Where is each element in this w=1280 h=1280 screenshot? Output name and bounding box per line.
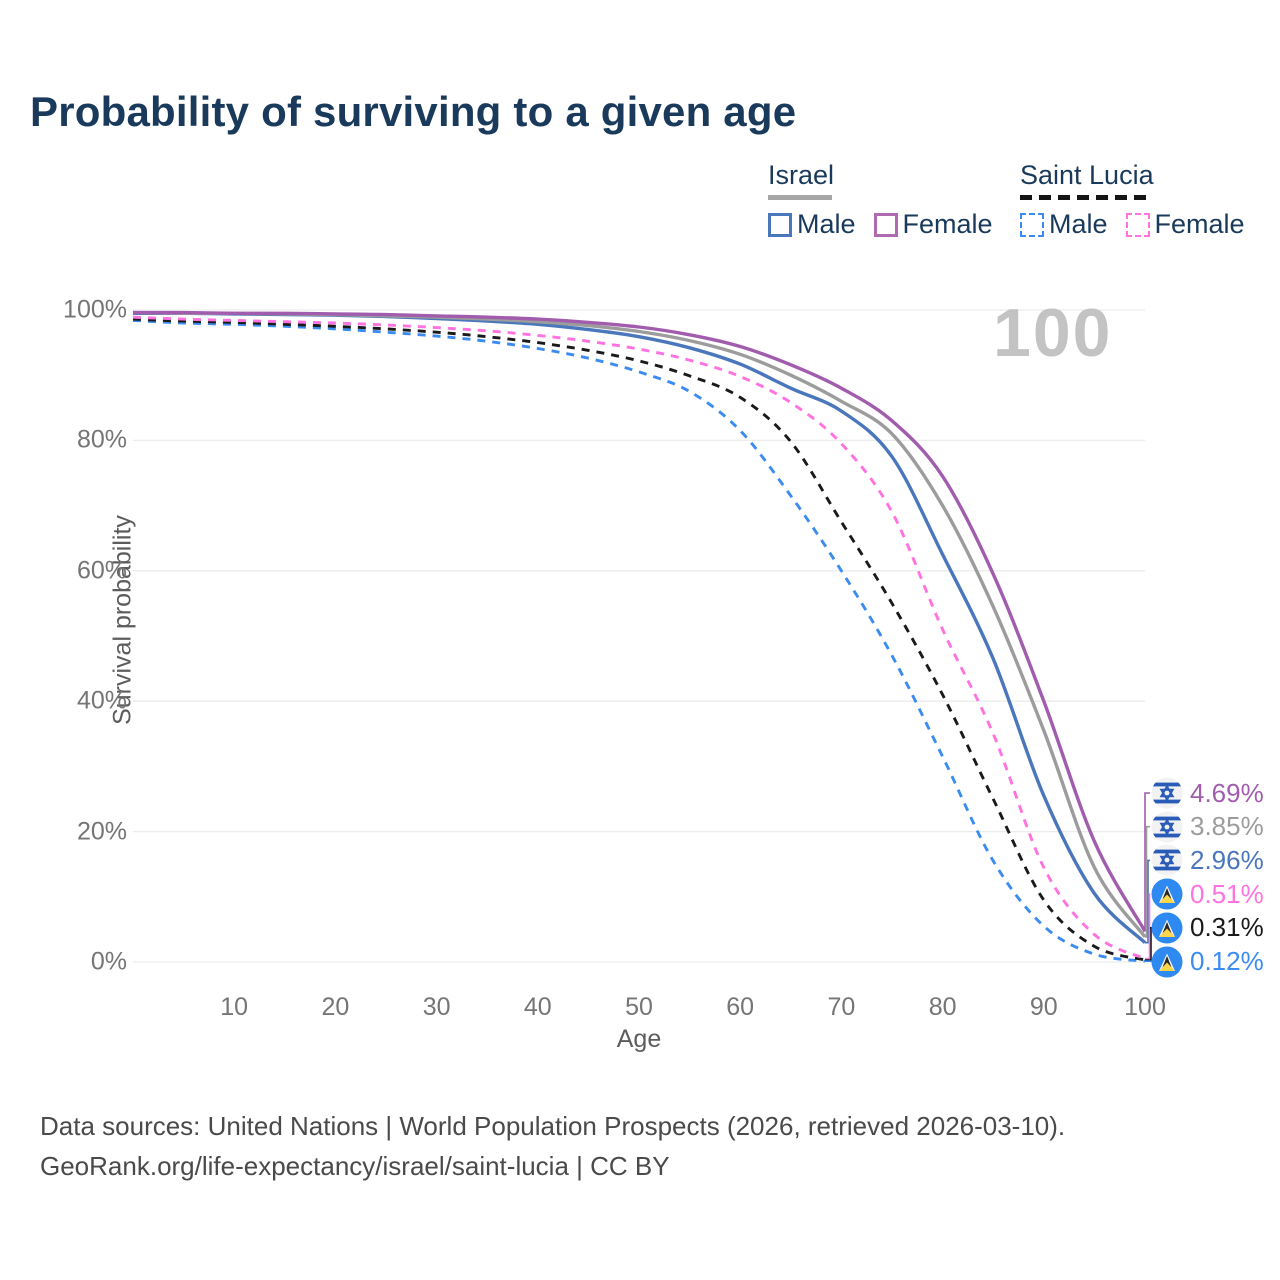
- end-label-row-saint-lucia-male: 0.12%: [1151, 946, 1264, 978]
- x-tick-label-30: 30: [422, 993, 451, 1021]
- israel-flag-icon: [1151, 811, 1183, 843]
- x-tick-label-80: 80: [928, 993, 957, 1021]
- saint-lucia-flag-icon: [1151, 878, 1183, 910]
- end-label-row-israel-male: 2.96%: [1151, 844, 1264, 876]
- end-value-israel-female: 4.69%: [1190, 777, 1264, 808]
- end-value-israel-male: 2.96%: [1190, 844, 1264, 875]
- age-100-watermark: 100: [993, 295, 1113, 371]
- connector-saint-lucia-both-sexes: [1145, 927, 1152, 961]
- end-label-row-saint-lucia-both-sexes: 0.31%: [1151, 912, 1264, 944]
- end-label-row-israel-female: 4.69%: [1151, 777, 1264, 809]
- y-tick-label-60: 60%: [76, 556, 127, 585]
- x-tick-label-10: 10: [220, 993, 249, 1021]
- end-label-row-israel-both-sexes: 3.85%: [1151, 811, 1264, 843]
- y-tick-label-0: 0%: [90, 947, 127, 976]
- y-tick-label-40: 40%: [76, 686, 127, 715]
- x-tick-label-90: 90: [1029, 993, 1058, 1021]
- checkbox-israel-female[interactable]: [873, 212, 898, 237]
- israel-solid-line-swatch: [768, 195, 832, 200]
- legend-toggle-israel-female[interactable]: Female: [873, 209, 993, 240]
- connector-israel-female: [1144, 792, 1150, 932]
- x-tick-label-50: 50: [625, 993, 653, 1021]
- x-tick-label-40: 40: [523, 993, 552, 1021]
- y-tick-label-80: 80%: [76, 425, 127, 454]
- connector-israel-both-sexes: [1145, 825, 1150, 938]
- legend-toggle-israel-male[interactable]: Male: [768, 209, 856, 240]
- end-value-saint-lucia-female: 0.51%: [1190, 878, 1264, 909]
- checkbox-saint-lucia-male[interactable]: [1020, 212, 1044, 237]
- curve-saint-lucia-female: [132, 315, 1146, 961]
- curve-israel-female: [132, 310, 1147, 933]
- end-value-saint-lucia-both-sexes: 0.31%: [1190, 912, 1264, 943]
- x-tick-label-70: 70: [827, 993, 856, 1021]
- legend-group-saint-lucia: Saint Lucia Male Female: [1020, 160, 1245, 240]
- saint-lucia-dashed-line-swatch: [1020, 195, 1147, 200]
- legend-country-saint-lucia: Saint Lucia: [1020, 160, 1154, 190]
- saint-lucia-flag-icon: [1151, 912, 1183, 944]
- checkbox-saint-lucia-female[interactable]: [1125, 212, 1150, 237]
- legend-label-israel-female: Female: [902, 209, 993, 239]
- end-value-saint-lucia-male: 0.12%: [1190, 946, 1264, 976]
- legend-label-israel-male: Male: [797, 209, 856, 239]
- x-tick-label-20: 20: [321, 993, 350, 1021]
- x-axis-title: Age: [616, 1025, 662, 1053]
- page-title: Probability of surviving to a given age: [30, 88, 797, 135]
- israel-flag-icon: [1151, 844, 1183, 876]
- legend-country-israel: Israel: [768, 160, 835, 190]
- legend-group-israel: Israel Male Female: [768, 160, 993, 240]
- legend-label-saint-lucia-male: Male: [1049, 209, 1108, 239]
- israel-flag-icon: [1151, 777, 1183, 809]
- y-tick-label-100: 100%: [63, 295, 127, 324]
- end-value-israel-both-sexes: 3.85%: [1190, 811, 1264, 842]
- footer-sources-line: Data sources: United Nations | World Pop…: [40, 1111, 1066, 1141]
- legend-toggle-saint-lucia-female[interactable]: Female: [1125, 209, 1245, 240]
- curve-saint-lucia-both-sexes: [132, 317, 1146, 962]
- legend-label-saint-lucia-female: Female: [1154, 209, 1245, 239]
- data-source-footer: Data sources: United Nations | World Pop…: [40, 1106, 1065, 1186]
- legend-toggle-saint-lucia-male[interactable]: Male: [1020, 209, 1108, 240]
- end-label-row-saint-lucia-female: 0.51%: [1151, 878, 1264, 910]
- y-tick-label-20: 20%: [76, 817, 127, 846]
- footer-url-line: GeoRank.org/life-expectancy/israel/saint…: [40, 1151, 670, 1181]
- curve-saint-lucia-male: [132, 318, 1146, 963]
- connector-saint-lucia-female: [1145, 893, 1151, 960]
- x-tick-label-60: 60: [726, 993, 755, 1021]
- connector-israel-male: [1145, 859, 1150, 944]
- saint-lucia-flag-icon: [1151, 946, 1183, 977]
- curve-israel-both-sexes: [132, 310, 1147, 938]
- x-tick-label-100: 100: [1124, 993, 1166, 1021]
- curve-israel-male: [132, 311, 1147, 944]
- checkbox-israel-male[interactable]: [768, 212, 792, 237]
